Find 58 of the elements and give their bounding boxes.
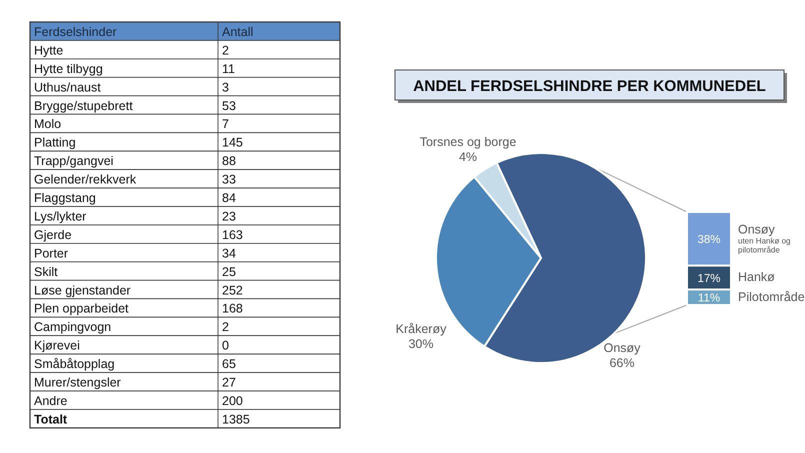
category-label: Gelender/rekkverk [34,172,137,187]
category-label: Campingvogn [34,320,112,334]
data-label: 53 [222,98,236,113]
category-label: Hytte [34,43,64,58]
series-label: Onsøy [738,222,776,236]
data-label: 200 [222,394,243,408]
data-label: 33 [222,172,236,187]
text: Ferdselshinder [34,24,117,39]
category-label: Molo [34,117,62,132]
data-label: 4% [458,150,478,164]
data-label: 0 [222,338,229,353]
data-label: 88 [222,154,236,168]
data-label: 252 [222,283,243,298]
category-label: Gjerde [34,228,72,242]
data-label: 163 [222,228,243,242]
slice-label: Onsøy [604,341,642,355]
data-label: 2 [222,320,229,334]
text: Totalt [34,412,68,426]
category-label: Murer/stengsler [34,376,121,390]
data-label: 2 [222,43,229,58]
slice-label: Kråkerøy [396,322,448,336]
category-label: Lys/lykter [34,209,86,224]
data-label: 168 [222,302,243,316]
data-label: 30% [408,337,434,351]
text: 1385 [222,412,250,426]
text: uten Hankø og pilotområde [738,236,790,254]
category-label: Kjørevei [34,338,80,353]
slice-label: Torsnes og borge [420,135,516,149]
data-label: 145 [222,136,243,150]
text: Antall [222,24,254,39]
chart-title: ANDEL FERDSELSHINDRE PER KOMMUNEDEL [413,78,766,95]
data-label: 25 [222,264,236,279]
category-label: Skilt [34,264,58,279]
category-label: Småbåtopplag [34,357,115,372]
category-label: Uthus/naust [34,80,102,94]
data-label: 23 [222,209,236,224]
category-label: Andre [34,394,68,408]
data-label: 38% [697,234,721,246]
category-label: Brygge/stupebrett [34,98,134,113]
data-label: 17% [697,272,721,285]
series-label: Pilotområde [738,290,805,304]
data-label: 11 [222,62,236,76]
category-label: Hytte tilbygg [34,62,103,76]
category-label: Porter [34,246,68,260]
data-label: 66% [609,356,635,370]
data-label: 84 [222,191,236,205]
data-label: 65 [222,357,236,372]
category-label: Platting [34,136,76,150]
data-label: 34 [222,246,236,260]
data-label: 7 [222,117,229,132]
category-label: Plen opparbeidet [34,302,130,316]
data-label: 27 [222,376,236,390]
series-label: Hankø [738,270,776,284]
data-label: 11% [698,292,720,305]
category-label: Flaggstang [34,191,96,205]
category-label: Trapp/gangvei [34,154,114,168]
data-label: 3 [222,80,229,94]
category-label: Løse gjenstander [34,283,131,298]
